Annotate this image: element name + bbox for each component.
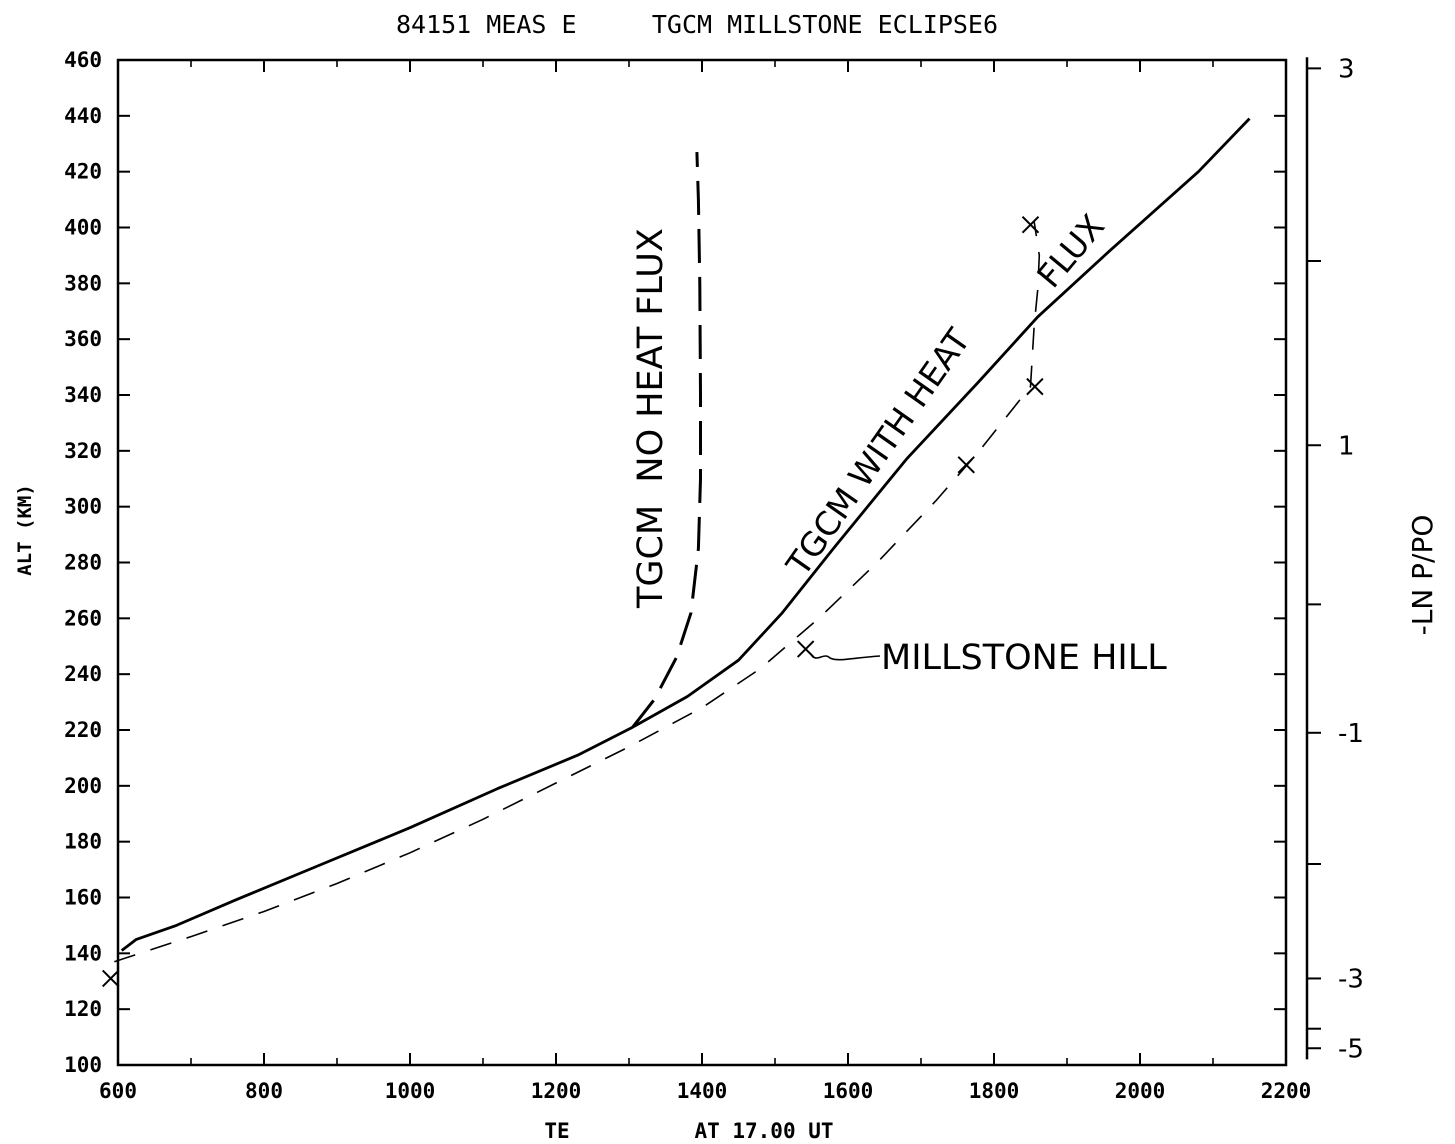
annotation-millstone-hill: MILLSTONE HILL (881, 638, 1167, 678)
x-tick-label: 1800 (969, 1079, 1020, 1103)
y-tick-label: 200 (64, 774, 102, 798)
measurement-marker (1026, 377, 1044, 396)
x-tick-label: 2200 (1261, 1079, 1312, 1103)
y-tick-label: 160 (64, 886, 102, 910)
annotation-flux: FLUX (1029, 207, 1112, 295)
x-tick-label: 1400 (677, 1079, 728, 1103)
y-tick-label: 180 (64, 830, 102, 854)
y-tick-label: 340 (64, 383, 102, 407)
millstone-hill-leader-line (811, 655, 881, 661)
plot-frame (116, 58, 1288, 1067)
x-axis-note: AT 17.00 UT (694, 1119, 833, 1143)
y-tick-label: 240 (64, 662, 102, 686)
y-tick-label: 440 (64, 104, 102, 128)
measurement-marker (796, 640, 815, 658)
x-axis: 600 800 1000 1200 1400 1600 1800 2000 2200 (99, 60, 1311, 1103)
series-layer (114, 117, 1251, 963)
measurement-marker (957, 456, 975, 474)
right-axis: 3 1 -1 -3 -5 (1305, 54, 1364, 1064)
right-tick-label: -3 (1338, 964, 1364, 994)
y-axis-label: ALT (KM) (14, 484, 36, 576)
series-line-with-heat-flux (120, 117, 1251, 952)
y-tick-label: 320 (64, 439, 102, 463)
x-tick-label: 600 (99, 1079, 137, 1103)
y-tick-label: 380 (64, 271, 102, 295)
right-tick-label: 1 (1338, 431, 1355, 461)
y-tick-label: 400 (64, 216, 102, 240)
right-tick-label: -5 (1338, 1034, 1364, 1064)
y-tick-label: 220 (64, 718, 102, 742)
marker-layer (101, 216, 1044, 988)
y-tick-label: 460 (64, 48, 102, 72)
x-tick-label: 2000 (1115, 1079, 1166, 1103)
x-tick-label: 1200 (531, 1079, 582, 1103)
measurement-marker (101, 969, 120, 988)
x-tick-label: 800 (245, 1079, 283, 1103)
x-tick-label: 1000 (385, 1079, 436, 1103)
x-tick-label: 1600 (823, 1079, 874, 1103)
annotation-with-heat: TGCM WITH HEAT (778, 321, 978, 584)
y-tick-label: 120 (64, 997, 102, 1021)
y-tick-label: 140 (64, 941, 102, 965)
y-tick-label: 420 (64, 160, 102, 184)
y-tick-label: 280 (64, 551, 102, 575)
y-tick-label: 360 (64, 327, 102, 351)
chart-title: 84151 MEAS E TGCM MILLSTONE ECLIPSE6 (396, 10, 998, 39)
y-axis: 100 120 140 160 180 200 220 240 260 280 300 320 340 3… (64, 48, 1286, 1077)
series-line-millstone-hill (114, 221, 1041, 963)
right-axis-label: -LN P/PO (1406, 515, 1439, 636)
y-tick-label: 300 (64, 495, 102, 519)
right-tick-label: -1 (1338, 719, 1364, 749)
series-line-no-heat-flux (631, 152, 702, 729)
annotation-no-heat-flux: TGCM NO HEAT FLUX (631, 228, 671, 609)
right-tick-label: 3 (1338, 54, 1355, 84)
measurement-marker (1021, 216, 1040, 234)
x-axis-label: TE (544, 1119, 569, 1143)
y-tick-label: 100 (64, 1053, 102, 1077)
y-tick-label: 260 (64, 606, 102, 630)
